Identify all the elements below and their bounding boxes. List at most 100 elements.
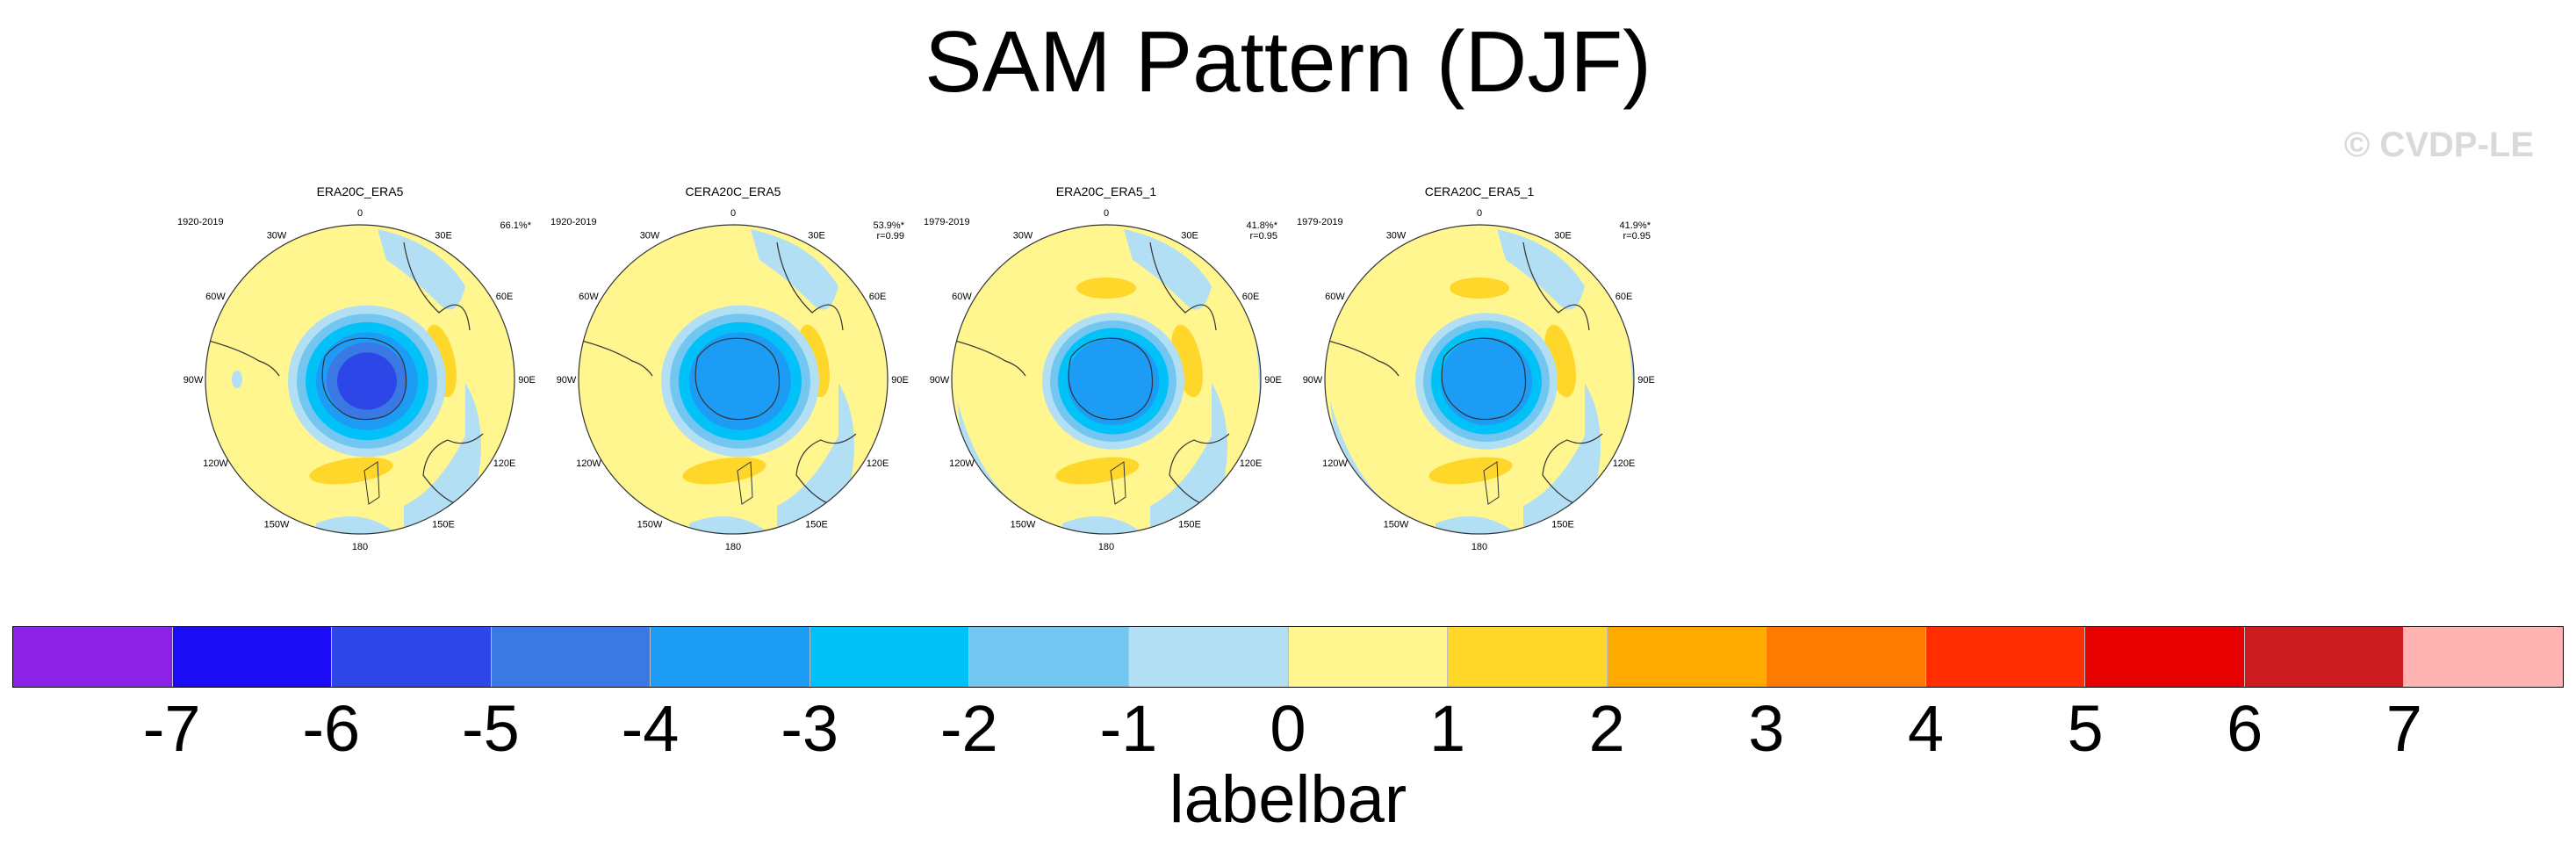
polar-map: 0 30E 60E 90E 120E 150E 180 150W 120W 90W 60W 30W 19…: [1297, 208, 1655, 552]
longitude-label: 120E: [867, 458, 889, 469]
longitude-label: 90E: [891, 375, 909, 386]
labelbar-tick: 3: [1748, 692, 1785, 765]
longitude-label: 60W: [952, 292, 972, 302]
longitude-label: 90E: [518, 375, 536, 386]
labelbar-swatch: [2404, 627, 2563, 687]
labelbar-swatch: [2244, 627, 2405, 687]
longitude-label: 90W: [557, 375, 577, 386]
longitude-label: 60E: [1615, 292, 1633, 302]
map-panel: CERA20C_ERA5 0 30E 60E 90E 120E 150E 180 150W 120…: [549, 176, 917, 562]
longitude-label: 120W: [203, 458, 228, 469]
longitude-label: 30E: [435, 230, 452, 241]
labelbar-tick: -7: [142, 692, 201, 765]
labelbar-swatch: [1448, 627, 1608, 687]
panel-variance: 41.8%*: [1247, 220, 1278, 231]
labelbar-colorbar: [12, 626, 2564, 688]
labelbar-swatch: [969, 627, 1129, 687]
polar-map: 0 30E 60E 90E 120E 150E 180 150W 120W 90W 60W 30W 19…: [550, 208, 909, 552]
labelbar-swatch: [1767, 627, 1926, 687]
longitude-label: 180: [725, 542, 741, 552]
labelbar-tick: 7: [2385, 692, 2422, 765]
panel-title: CERA20C_ERA5: [685, 184, 781, 198]
labelbar-tick: 6: [2227, 692, 2263, 765]
map-panel: CERA20C_ERA5_1 0 30E 60E 90E 120E 150E 180 150W 1…: [1295, 176, 1664, 562]
longitude-label: 90E: [1637, 375, 1655, 386]
panel-title: ERA20C_ERA5_1: [1055, 184, 1157, 198]
labelbar-swatch: [13, 627, 173, 687]
longitude-label: 30W: [1386, 230, 1407, 241]
page-title: SAM Pattern (DJF): [925, 13, 1651, 110]
longitude-label: 0: [357, 208, 363, 219]
longitude-label: 30E: [1554, 230, 1572, 241]
polar-map: 0 30E 60E 90E 120E 150E 180 150W 120W 90W 60W 30W 19…: [924, 208, 1282, 552]
labelbar-tick: 2: [1588, 692, 1625, 765]
labelbar-tick: -4: [621, 692, 680, 765]
longitude-label: 150W: [1384, 520, 1409, 530]
panel-period: 1920-2019: [177, 217, 224, 227]
longitude-label: 180: [1098, 542, 1114, 552]
watermark: © CVDP-LE: [2343, 126, 2534, 164]
longitude-label: 60E: [869, 292, 887, 302]
labelbar-tick: -6: [302, 692, 361, 765]
longitude-label: 60W: [1325, 292, 1345, 302]
longitude-label: 120W: [949, 458, 975, 469]
longitude-label: 90W: [930, 375, 950, 386]
labelbar-tick: 5: [2067, 692, 2104, 765]
longitude-label: 30W: [640, 230, 660, 241]
labelbar-tick: -1: [1099, 692, 1158, 765]
labelbar-swatch: [1128, 627, 1289, 687]
longitude-label: 150W: [264, 520, 290, 530]
longitude-label: 120W: [576, 458, 601, 469]
labelbar-tick: 0: [1270, 692, 1306, 765]
longitude-label: 90E: [1264, 375, 1282, 386]
labelbar-title: labelbar: [1169, 762, 1407, 837]
labelbar-swatch: [1925, 627, 2086, 687]
panel-period: 1920-2019: [550, 217, 597, 227]
longitude-label: 30E: [808, 230, 825, 241]
panel-variance: 66.1%*: [500, 220, 532, 231]
labelbar-swatch: [809, 627, 970, 687]
longitude-label: 120E: [1613, 458, 1636, 469]
longitude-label: 150E: [432, 520, 455, 530]
labelbar-swatch: [172, 627, 333, 687]
labelbar-tick: 4: [1907, 692, 1945, 765]
longitude-label: 150W: [1011, 520, 1036, 530]
labelbar-swatch: [651, 627, 810, 687]
labelbar-ticks: -7 -6 -5 -4 -3 -2 -1 0 1 2 3 4 5 6 7: [12, 694, 2564, 764]
longitude-label: 120E: [1240, 458, 1263, 469]
longitude-label: 60E: [496, 292, 514, 302]
labelbar-tick: -5: [461, 692, 520, 765]
longitude-label: 150E: [805, 520, 828, 530]
longitude-label: 120W: [1322, 458, 1348, 469]
panel-correlation: r=0.95: [1623, 231, 1651, 242]
panel-title: CERA20C_ERA5_1: [1424, 184, 1535, 198]
labelbar-tick: 1: [1429, 692, 1466, 765]
panel-period: 1979-2019: [1297, 217, 1343, 227]
longitude-label: 120E: [493, 458, 516, 469]
longitude-label: 0: [1104, 208, 1109, 219]
longitude-label: 30W: [1013, 230, 1033, 241]
labelbar-tick: -2: [939, 692, 998, 765]
panel-correlation: r=0.95: [1250, 231, 1278, 242]
map-panel: ERA20C_ERA5 0 30E 60E 90E 120E 150E 180 150W 120W…: [176, 176, 544, 562]
longitude-label: 180: [352, 542, 368, 552]
longitude-label: 60E: [1242, 292, 1260, 302]
longitude-label: 30E: [1181, 230, 1198, 241]
panel-variance: 53.9%*: [874, 220, 905, 231]
longitude-label: 150E: [1551, 520, 1574, 530]
longitude-label: 90W: [183, 375, 204, 386]
longitude-label: 60W: [579, 292, 599, 302]
longitude-label: 60W: [205, 292, 226, 302]
longitude-label: 90W: [1303, 375, 1323, 386]
labelbar-tick: -3: [781, 692, 839, 765]
longitude-label: 150E: [1178, 520, 1201, 530]
panel-period: 1979-2019: [924, 217, 970, 227]
map-panel: ERA20C_ERA5_1 0 30E 60E 90E 120E 150E 180 150W 12…: [922, 176, 1291, 562]
polar-map: 0 30E 60E 90E 120E 150E 180 150W 120W 90W 60W 30W 19…: [177, 208, 536, 552]
longitude-label: 150W: [637, 520, 663, 530]
labelbar-swatch: [1607, 627, 1767, 687]
labelbar-swatch: [2085, 627, 2245, 687]
labelbar-swatch: [332, 627, 492, 687]
panel-correlation: r=0.99: [877, 231, 905, 242]
longitude-label: 30W: [267, 230, 287, 241]
